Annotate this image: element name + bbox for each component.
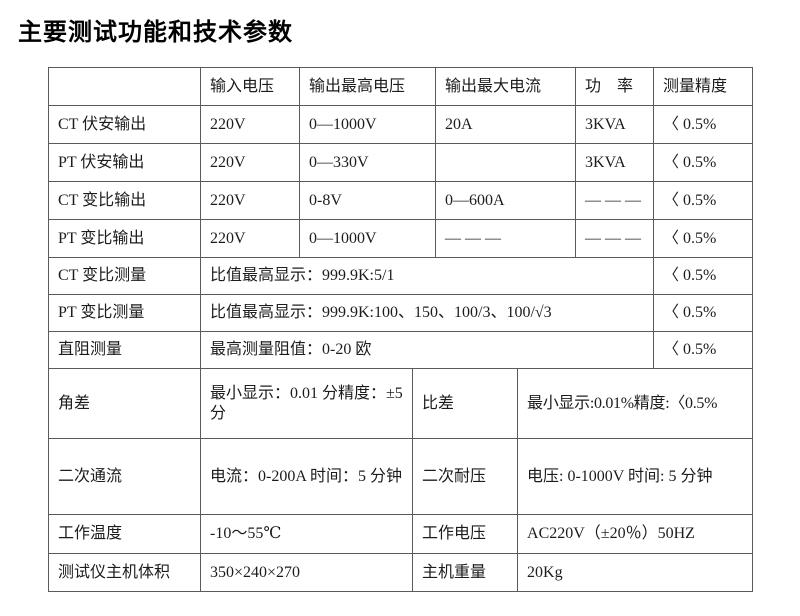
row-label-withstand-voltage: 二次耐压 [411,438,519,515]
row-label: 二次通流 [48,438,201,515]
cell-value-ratio-error: 最小显示:0.01%精度:〈0.5% [517,368,754,439]
row-label: PT 变比测量 [48,294,201,332]
row-label: 工作温度 [48,514,201,554]
row-label-host-weight: 主机重量 [411,553,519,592]
row-label: CT 变比测量 [48,257,201,295]
table-row-angle-error: 角差 最小显示：0.01 分精度：±5 分 比差 最小显示:0.01%精度:〈0… [48,368,754,439]
row-label: PT 伏安输出 [48,143,201,182]
table-row-ct-ratio-output: CT 变比输出 220V 0-8V 0—600A ——— 〈 0.5% [48,181,754,220]
table-row-pt-ratio-measure: PT 变比测量 比值最高显示：999.9K:100、150、100/3、100/… [48,294,754,332]
row-label: 测试仪主机体积 [48,553,201,592]
header-max-output-voltage: 输出最高电压 [298,67,437,106]
cell-max-output-voltage: 0—330V [298,143,437,182]
row-label: CT 变比输出 [48,181,201,220]
table-row-dc-resistance: 直阻测量 最高测量阻值：0-20 欧 〈 0.5% [48,331,754,369]
table-row-pt-ratio-output: PT 变比输出 220V 0—1000V ——— ——— 〈 0.5% [48,219,754,258]
cell-value: 比值最高显示：999.9K:5/1 [199,257,655,295]
row-label: 直阻测量 [48,331,201,369]
table-row-ct-ratio-measure: CT 变比测量 比值最高显示：999.9K:5/1 〈 0.5% [48,257,754,295]
cell-accuracy: 〈 0.5% [653,105,754,144]
header-max-output-current: 输出最大电流 [435,67,577,106]
cell-accuracy: 〈 0.5% [653,143,754,182]
cell-max-output-current: ——— [435,219,577,258]
header-empty-cell [48,67,201,106]
cell-accuracy: 〈 0.5% [653,219,754,258]
cell-value: -10～55℃ [200,514,413,554]
page-title: 主要测试功能和技术参数 [18,20,293,46]
table-row-ct-va-output: CT 伏安输出 220V 0—1000V 20A 3KVA 〈 0.5% [48,105,754,144]
row-label: PT 变比输出 [48,219,201,258]
cell-value: 350×240×270 [200,553,413,592]
cell-input-voltage: 220V [200,105,300,144]
cell-value-working-voltage: AC220V（±20％）50HZ [517,514,754,554]
cell-accuracy: 〈 0.5% [653,331,754,369]
cell-accuracy: 〈 0.5% [653,294,754,332]
table-row-working-temp: 工作温度 -10～55℃ 工作电压 AC220V（±20％）50HZ [48,514,754,554]
header-accuracy: 测量精度 [653,67,754,106]
cell-value-withstand-voltage: 电压: 0-1000V 时间: 5 分钟 [517,438,754,515]
row-label-working-voltage: 工作电压 [411,514,519,554]
header-input-voltage: 输入电压 [200,67,300,106]
header-power: 功 率 [575,67,655,106]
cell-value-host-weight: 20Kg [517,553,754,592]
cell-accuracy: 〈 0.5% [653,257,754,295]
cell-input-voltage: 220V [200,181,300,220]
cell-max-output-current: 0—600A [435,181,577,220]
cell-power: ——— [575,181,655,220]
cell-power: 3KVA [575,105,655,144]
cell-power: ——— [575,219,655,258]
row-label-ratio-error: 比差 [411,368,519,439]
cell-value: 比值最高显示：999.9K:100、150、100/3、100/√3 [199,294,655,332]
table-row-pt-va-output: PT 伏安输出 220V 0—330V 3KVA 〈 0.5% [48,143,754,182]
table-row-host-size: 测试仪主机体积 350×240×270 主机重量 20Kg [48,553,754,592]
table-header-row: 输入电压 输出最高电压 输出最大电流 功 率 测量精度 [48,67,754,106]
cell-max-output-current [435,143,577,182]
cell-accuracy: 〈 0.5% [653,181,754,220]
cell-power: 3KVA [575,143,655,182]
table-row-secondary-current: 二次通流 电流：0-200A 时间：5 分钟 二次耐压 电压: 0-1000V … [48,438,754,515]
cell-max-output-voltage: 0—1000V [298,219,437,258]
cell-max-output-voltage: 0-8V [298,181,437,220]
cell-value: 电流：0-200A 时间：5 分钟 [200,438,413,515]
cell-value: 最高测量阻值：0-20 欧 [199,331,655,369]
row-label: 角差 [48,368,201,439]
cell-max-output-voltage: 0—1000V [298,105,437,144]
spec-table: 输入电压 输出最高电压 输出最大电流 功 率 测量精度 CT 伏安输出 220V… [48,67,754,592]
cell-max-output-current: 20A [435,105,577,144]
cell-input-voltage: 220V [200,143,300,182]
cell-value: 最小显示：0.01 分精度：±5 分 [200,368,413,439]
cell-input-voltage: 220V [200,219,300,258]
row-label: CT 伏安输出 [48,105,201,144]
